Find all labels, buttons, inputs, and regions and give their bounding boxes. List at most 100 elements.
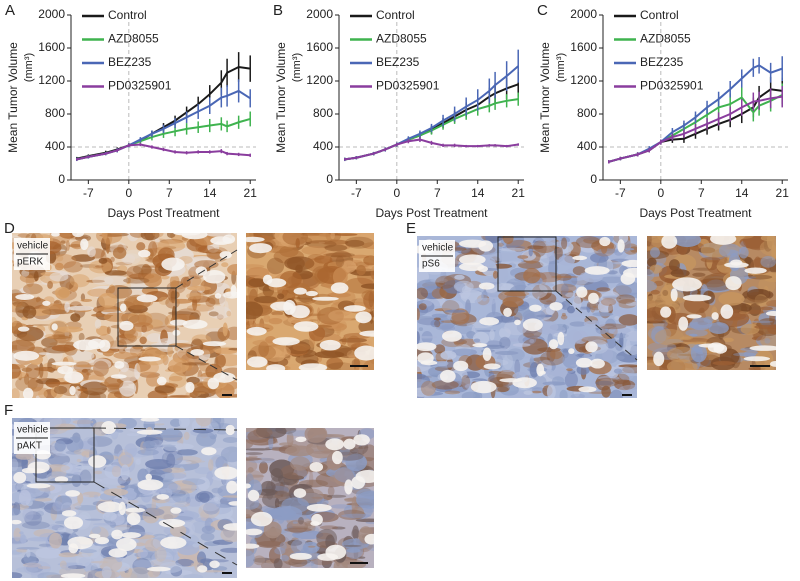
tissue-blob [65,240,70,251]
tissue-blob [90,560,109,564]
lumen [246,236,265,243]
tissue-blob [325,252,355,258]
tissue-blob [21,521,50,530]
tissue-blob [502,236,514,244]
tissue-blob [16,547,40,550]
histology-images [12,233,776,578]
series-line [344,83,519,161]
lumen [145,473,153,481]
tissue-blob [561,237,568,250]
tissue-blob [435,325,455,331]
lumen [293,488,307,498]
tissue-blob [417,331,420,345]
lumen [578,386,597,393]
lumen [219,251,232,259]
tissue-blob [754,324,776,330]
lumen [312,296,339,301]
tissue-blob [134,542,146,547]
tissue-blob [247,467,254,473]
tissue-blob [285,445,314,457]
legend-label: AZD8055 [108,32,159,46]
y-tick-label: 0 [326,172,333,186]
lumen [289,552,312,560]
tissue-blob [527,245,544,250]
tissue-blob [417,287,428,300]
lumen [283,299,296,315]
tissue-blob [24,486,51,500]
tissue-blob [608,304,614,314]
tissue-blob [216,503,233,508]
tissue-blob [171,489,190,503]
tissue-blob [564,371,578,389]
lumen [458,239,487,248]
lumen [439,369,456,383]
tissue-blob [668,259,680,272]
tissue-blob [44,382,73,385]
legend-label: BEZ235 [108,55,152,69]
tissue-blob [417,387,435,397]
tissue-blob [102,511,117,521]
tissue-blob [37,572,61,578]
tissue-blob [295,238,300,249]
tissue-blob [754,294,768,307]
tissue-blob [347,335,361,350]
tissue-blob [600,298,617,306]
lumen [60,573,86,578]
tissue-blob [33,270,39,282]
tissue-blob [529,338,535,344]
tissue-blob [15,452,34,460]
y-axis-label: Mean Tumor Volume [538,42,552,153]
tissue-blob [670,269,690,278]
tissue-blob [119,380,137,397]
lumen [88,533,101,539]
tissue-blob [622,365,637,374]
lumen [483,363,501,370]
zoom-line [175,249,238,289]
tissue-blob [698,274,729,288]
tissue-blob [569,321,587,327]
lumen [121,532,142,539]
tissue-blob [330,255,347,258]
lumen [588,292,599,304]
tissue-blob [492,270,498,279]
lumen [672,277,702,292]
tissue-blob [253,295,278,304]
tissue-blob [572,295,582,311]
tissue-blob [18,489,31,506]
tissue-blob [764,338,771,344]
tissue-blob [270,345,291,358]
x-tick-label: 7 [434,186,441,200]
tissue-blob [492,315,520,323]
tissue-blob [190,338,204,353]
lumen [225,424,235,436]
lumen [201,447,217,456]
tissue-blob [222,437,237,443]
x-tick-label: 21 [512,186,526,200]
lumen [557,331,565,346]
lumen [42,300,51,306]
tissue-blob [134,551,158,558]
tissue-blob [647,326,672,341]
tissue-blob [133,559,155,568]
tissue-blob [87,246,96,258]
tissue-blob [708,322,729,334]
tissue-blob [531,390,542,394]
tissue-blob [180,276,191,288]
panel-letter: E [406,220,416,237]
lumen [325,544,347,560]
tissue-blob [341,513,372,518]
lumen [575,357,593,368]
lumen [549,302,563,311]
tissue-blob [488,371,495,382]
tissue-blob [71,473,82,487]
tissue-blob [157,547,175,564]
tissue-blob [103,488,129,496]
tissue-blob [228,347,237,351]
tissue-blob [200,510,209,522]
lumen [230,285,237,297]
tissue-blob [654,328,685,346]
tissue-blob [161,450,183,466]
tissue-blob [67,565,86,570]
tissue-blob [748,274,773,280]
lumen [57,365,74,375]
